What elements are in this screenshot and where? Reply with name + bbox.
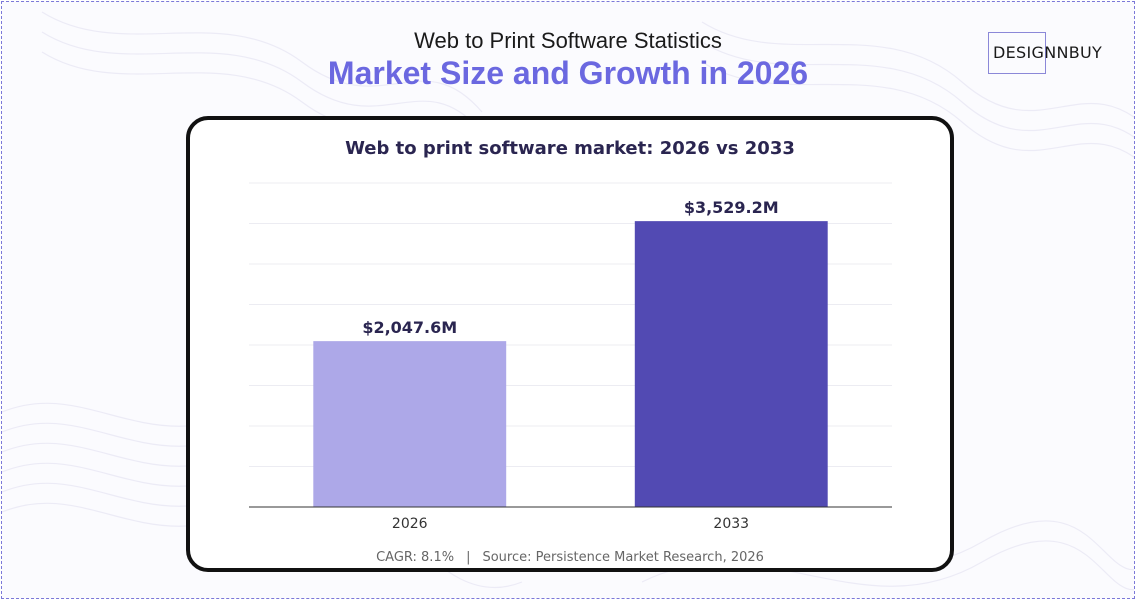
- x-tick-label-2026: 2026: [392, 516, 428, 532]
- bar-2026: [313, 341, 507, 507]
- cagr-text: CAGR: 8.1%: [376, 550, 455, 565]
- source-line: CAGR: 8.1% | Source: Persistence Market Re…: [190, 550, 950, 565]
- data-label-2033: $3,529.2M: [684, 198, 779, 217]
- page-title: Market Size and Growth in 2026: [327, 55, 809, 91]
- page-subtitle: Web to Print Software Statistics: [414, 28, 722, 53]
- data-label-2026: $2,047.6M: [362, 318, 457, 337]
- bar-2033: [634, 221, 828, 507]
- chart-card: Web to print software market: 2026 vs 20…: [186, 116, 954, 572]
- bar-chart: Web to print software market: 2026 vs 20…: [249, 138, 892, 532]
- footer-separator: |: [466, 550, 471, 565]
- source-text: Source: Persistence Market Research, 202…: [482, 550, 764, 565]
- logo-text: DESIGNNBUY: [993, 43, 1103, 62]
- logo-frame: [988, 32, 1046, 74]
- chart-title: Web to print software market: 2026 vs 20…: [345, 138, 795, 159]
- x-tick-label-2033: 2033: [713, 516, 749, 532]
- brand-logo: DESIGNNBUY: [988, 32, 1134, 76]
